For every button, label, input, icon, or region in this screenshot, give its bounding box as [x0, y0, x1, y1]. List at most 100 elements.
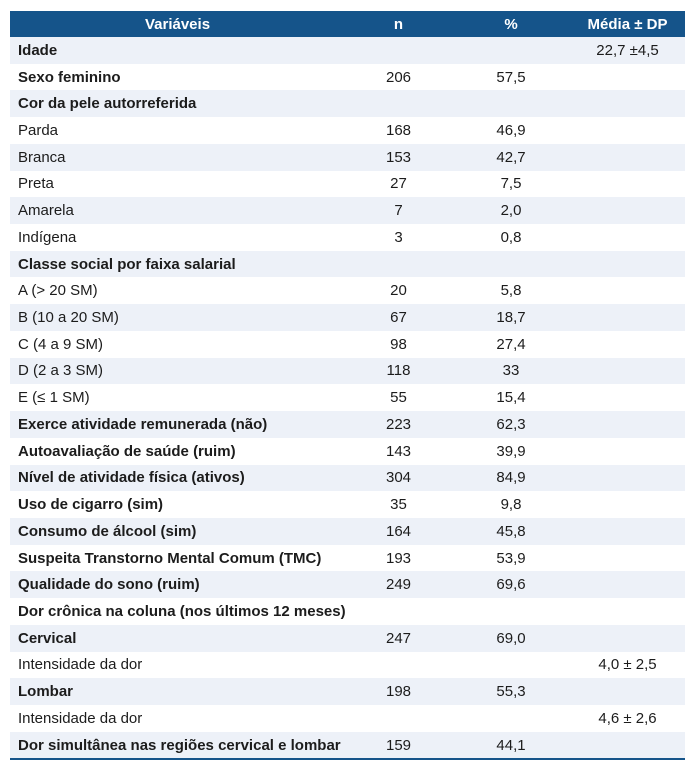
row-mean-sd-value: 4,0 ± 2,5: [598, 656, 657, 674]
row-percent-value: 45,8: [496, 522, 526, 540]
row-n-value: 164: [385, 522, 412, 540]
table-row: Nível de atividade física (ativos) 304 8…: [10, 464, 685, 492]
table-row: E (≤ 1 SM) 55 15,4: [10, 384, 685, 412]
row-n-value: 198: [385, 683, 412, 701]
row-n-value: 247: [385, 629, 412, 647]
row-percent-value: 18,7: [496, 309, 526, 327]
row-label: Uso de cigarro (sim): [18, 496, 164, 514]
table-row: Indígena 3 0,8: [10, 224, 685, 251]
row-label: Intensidade da dor: [18, 656, 143, 674]
row-label: Branca: [18, 148, 66, 166]
table-row: Cor da pele autorreferida: [10, 90, 685, 118]
table-row: Amarela 7 2,0: [10, 197, 685, 225]
table-row: Suspeita Transtorno Mental Comum (TMC) 1…: [10, 544, 685, 572]
row-label: Indígena: [18, 228, 77, 246]
row-label: Cervical: [18, 629, 77, 647]
row-percent-value: 39,9: [496, 442, 526, 460]
row-n-value: 193: [385, 549, 412, 567]
row-n-value: 55: [390, 389, 407, 407]
row-n-value: 249: [385, 576, 412, 594]
table-row: Sexo feminino 206 57,5: [10, 63, 685, 91]
row-percent-value: 53,9: [496, 549, 526, 567]
row-percent-value: 46,9: [496, 122, 526, 140]
table-row: Exerce atividade remunerada (não) 223 62…: [10, 411, 685, 438]
row-percent-value: 69,6: [496, 576, 526, 594]
row-n-value: 3: [394, 228, 403, 246]
row-n-value: 118: [386, 362, 411, 380]
row-percent-value: 62,3: [496, 415, 526, 433]
table-row: Intensidade da dor 4,6 ± 2,6: [10, 704, 685, 732]
row-label: Nível de atividade física (ativos): [18, 469, 245, 487]
column-header-n: n: [393, 15, 404, 33]
row-percent-value: 33: [502, 362, 520, 380]
row-label: Suspeita Transtorno Mental Comum (TMC): [18, 549, 322, 567]
row-mean-sd-value: 22,7 ±4,5: [596, 41, 659, 59]
row-label: E (≤ 1 SM): [18, 389, 90, 407]
row-label: Classe social por faixa salarial: [18, 255, 236, 273]
row-label: A (> 20 SM): [18, 282, 98, 300]
row-n-value: 35: [390, 496, 407, 514]
row-n-value: 7: [394, 202, 403, 220]
row-label: D (2 a 3 SM): [18, 362, 104, 380]
table-row: Autoavaliação de saúde (ruim) 143 39,9: [10, 437, 685, 465]
row-n-value: 27: [390, 175, 407, 193]
table-body: Idade 22,7 ±4,5 Sexo feminino 206 57,5 C…: [10, 37, 685, 761]
row-n-value: 304: [385, 469, 412, 487]
table-row: Dor crônica na coluna (nos últimos 12 me…: [10, 598, 685, 625]
row-label: B (10 a 20 SM): [18, 309, 119, 327]
row-percent-value: 42,7: [496, 148, 526, 166]
row-percent-value: 84,9: [496, 469, 526, 487]
row-n-value: 223: [385, 415, 412, 433]
table-row: Intensidade da dor 4,0 ± 2,5: [10, 651, 685, 679]
table-row: Consumo de álcool (sim) 164 45,8: [10, 517, 685, 545]
row-label: C (4 a 9 SM): [18, 335, 104, 353]
row-n-value: 206: [385, 68, 412, 86]
row-percent-value: 2,0: [500, 202, 522, 220]
table-row: B (10 a 20 SM) 67 18,7: [10, 304, 685, 331]
table-row: Cervical 247 69,0: [10, 624, 685, 652]
row-mean-sd-value: 4,6 ± 2,6: [598, 709, 657, 727]
row-label: Amarela: [18, 202, 74, 220]
row-label: Lombar: [18, 683, 74, 701]
table-row: Classe social por faixa salarial: [10, 250, 685, 278]
row-label: Consumo de álcool (sim): [18, 522, 197, 540]
row-n-value: 143: [385, 442, 412, 460]
row-label: Preta: [18, 175, 54, 193]
row-percent-value: 57,5: [496, 68, 526, 86]
row-percent-value: 0,8: [500, 228, 522, 246]
row-percent-value: 7,5: [500, 175, 522, 193]
row-label: Autoavaliação de saúde (ruim): [18, 442, 236, 460]
row-percent-value: 9,8: [500, 496, 522, 514]
table-row: C (4 a 9 SM) 98 27,4: [10, 330, 685, 358]
table-row: Uso de cigarro (sim) 35 9,8: [10, 491, 685, 518]
row-label: Dor simultânea nas regiões cervical e lo…: [18, 736, 341, 754]
row-label: Intensidade da dor: [18, 709, 143, 727]
table-row: Branca 153 42,7: [10, 143, 685, 171]
row-label: Cor da pele autorreferida: [18, 95, 197, 113]
column-header-percent: %: [504, 15, 518, 33]
table-row: Idade 22,7 ±4,5: [10, 37, 685, 64]
row-label: Dor crônica na coluna (nos últimos 12 me…: [18, 602, 346, 620]
row-n-value: 168: [385, 122, 412, 140]
column-header-mean-sd: Média ± DP: [587, 15, 668, 33]
row-n-value: 153: [385, 148, 412, 166]
row-label: Sexo feminino: [18, 68, 121, 86]
row-label: Idade: [18, 41, 58, 59]
row-n-value: 98: [390, 335, 407, 353]
row-percent-value: 55,3: [496, 683, 526, 701]
row-label: Qualidade do sono (ruim): [18, 576, 200, 594]
table-header-row: Variáveis n % Média ± DP: [10, 11, 685, 37]
row-label: Parda: [18, 122, 59, 140]
row-label: Exerce atividade remunerada (não): [18, 415, 268, 433]
row-percent-value: 27,4: [496, 335, 526, 353]
column-header-variaveis: Variáveis: [144, 15, 211, 33]
table-row: Parda 168 46,9: [10, 117, 685, 144]
row-percent-value: 69,0: [496, 629, 526, 647]
row-percent-value: 5,8: [500, 282, 522, 300]
table-row: Qualidade do sono (ruim) 249 69,6: [10, 571, 685, 599]
row-n-value: 159: [385, 736, 412, 754]
row-n-value: 20: [390, 282, 407, 300]
table-row: Lombar 198 55,3: [10, 678, 685, 705]
table-row: D (2 a 3 SM) 118 33: [10, 357, 685, 385]
